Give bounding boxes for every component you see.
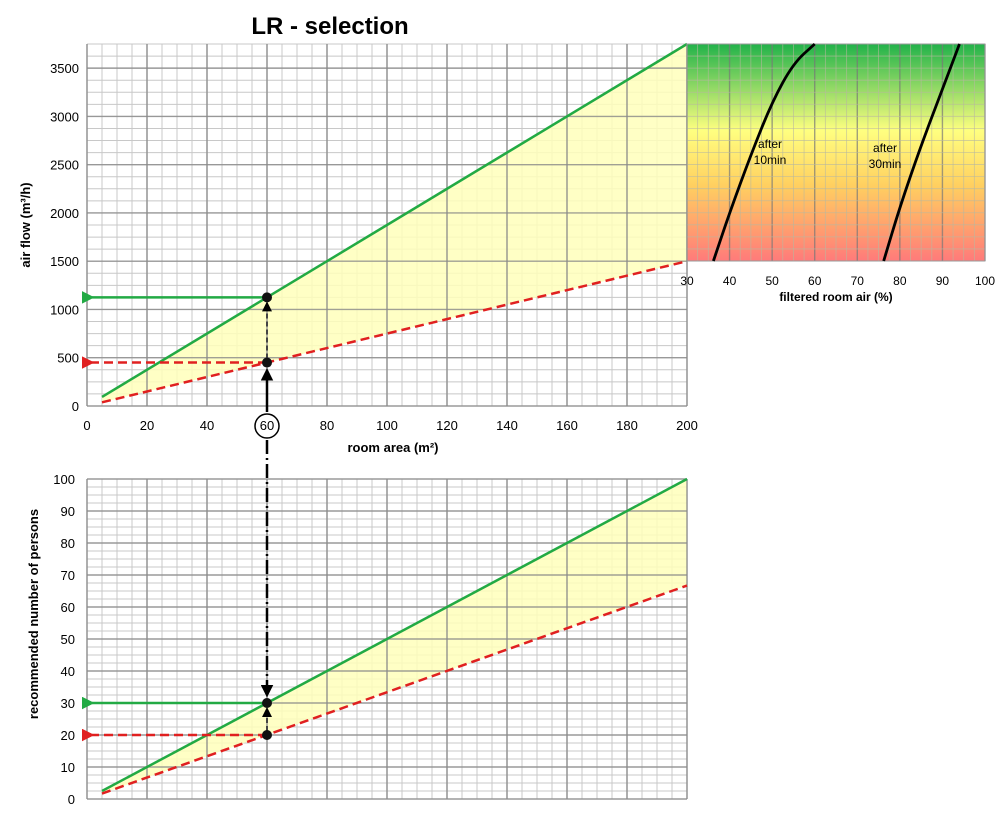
filtration-x-tick-label: 30 [680, 274, 694, 288]
airflow-x-tick-label: 200 [676, 418, 698, 433]
persons-y-tick-label: 80 [61, 536, 75, 551]
airflow-min-point [262, 357, 272, 368]
persons-y-tick-label: 20 [61, 728, 75, 743]
filtration-x-tick-label: 40 [723, 274, 737, 288]
filtration-x-tick-label: 100 [975, 274, 995, 288]
airflow-x-axis-title: room area (m²) [347, 440, 438, 455]
airflow-x-tick-label: 100 [376, 418, 398, 433]
filtration-x-tick-label: 90 [936, 274, 950, 288]
persons-y-tick-label: 0 [68, 792, 75, 807]
airflow-y-tick-label: 3500 [50, 61, 79, 76]
airflow-x-tick-label: 20 [140, 418, 154, 433]
airflow-y-tick-label: 2500 [50, 158, 79, 173]
filtration-x-tick-label: 80 [893, 274, 907, 288]
persons-y-tick-label: 10 [61, 760, 75, 775]
persons-min-line [101, 584, 688, 795]
airflow-grid-overlay [86, 44, 688, 407]
airflow-highlight [82, 291, 280, 439]
persons-y-tick-label: 50 [61, 632, 75, 647]
room-area-60-circle [254, 413, 280, 439]
airflow-y-tick-label: 500 [57, 351, 79, 366]
airflow-y-tick-label: 2000 [50, 206, 79, 221]
airflow-x-tick-label: 160 [556, 418, 578, 433]
filtration-x-tick-label: 50 [765, 274, 779, 288]
persons-chart: 0 10 20 30 40 50 60 70 80 90 100 recommended numbe… [26, 472, 688, 807]
filtration-curve-label: 30min [869, 157, 902, 171]
filtration-x-tick-label: 60 [808, 274, 822, 288]
filtration-curve-label: 10min [754, 153, 787, 167]
filtration-curve-2 [882, 43, 961, 262]
filtration-curves: after 10min after 30min [712, 42, 961, 262]
airflow-max-point [262, 292, 272, 303]
airflow-chart: 0 20 40 60 80 100 120 140 160 180 200 0 500 1000 1500… [18, 42, 698, 455]
filtration-curve-label: after [873, 141, 897, 155]
persons-y-tick-label: 60 [61, 600, 75, 615]
filtration-x-tick-label: 70 [851, 274, 865, 288]
airflow-min-line [101, 259, 688, 404]
airflow-y-ticks: 0 500 1000 1500 2000 2500 3000 3500 [50, 61, 79, 414]
airflow-y-tick-label: 1500 [50, 254, 79, 269]
persons-y-axis-title: recommended number of persons [26, 509, 41, 719]
airflow-x-tick-label: 40 [200, 418, 214, 433]
airflow-x-ticks: 0 20 40 60 80 100 120 140 160 180 200 [83, 418, 697, 433]
persons-max-line [101, 477, 688, 793]
filtration-x-axis-title: filtered room air (%) [779, 290, 892, 304]
filtration-curve-label: after [758, 137, 782, 151]
persons-highlight [82, 696, 272, 742]
persons-y-tick-label: 90 [61, 504, 75, 519]
airflow-max-line [101, 42, 688, 398]
persons-max-point [262, 698, 272, 708]
persons-y-ticks: 0 10 20 30 40 50 60 70 80 90 100 [53, 472, 75, 807]
airflow-y-tick-label: 0 [72, 399, 79, 414]
airflow-x-tick-label: 60 [260, 418, 274, 433]
filtration-chart: after 10min after 30min 30 40 50 60 70 80 90 100 f… [680, 0, 1000, 315]
airflow-y-tick-label: 1000 [50, 302, 79, 317]
persons-y-tick-label: 100 [53, 472, 75, 487]
filtration-x-ticks: 30 40 50 60 70 80 90 100 [680, 274, 995, 288]
filtration-frame [686, 43, 986, 262]
airflow-x-tick-label: 140 [496, 418, 518, 433]
airflow-x-tick-label: 120 [436, 418, 458, 433]
filtration-curve-1 [712, 42, 816, 262]
airflow-x-tick-label: 0 [83, 418, 90, 433]
airflow-y-tick-label: 3000 [50, 109, 79, 124]
airflow-x-tick-label: 180 [616, 418, 638, 433]
airflow-x-tick-label: 80 [320, 418, 334, 433]
airflow-y-axis-title: air flow (m³/h) [18, 182, 33, 267]
persons-y-tick-label: 30 [61, 696, 75, 711]
persons-min-point [262, 730, 272, 740]
persons-y-tick-label: 40 [61, 664, 75, 679]
chart-title: LR - selection [251, 13, 408, 40]
persons-y-tick-label: 70 [61, 568, 75, 583]
